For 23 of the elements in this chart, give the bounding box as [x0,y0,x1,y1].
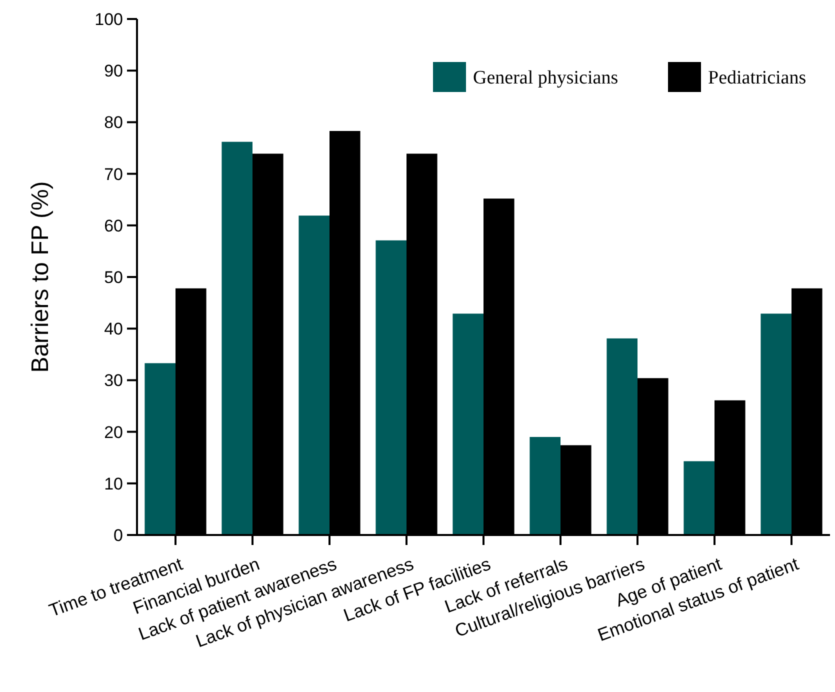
y-tick-label: 40 [104,320,123,339]
y-tick-label: 70 [104,164,123,184]
y-tick-label: 20 [104,422,123,442]
y-tick-label: 80 [104,113,123,132]
bar [376,240,406,535]
bar [144,363,176,535]
legend-label: General physicians [473,68,618,89]
y-tick-label: 100 [94,10,123,29]
y-tick-label: 30 [104,371,123,390]
bar [298,216,330,535]
bar [760,314,792,535]
bar [684,461,714,535]
y-tick-label: 0 [114,526,123,545]
y-tick-label: 90 [104,62,123,81]
bar [530,436,560,535]
y-tick-label: 60 [104,216,123,236]
bar [452,314,484,535]
legend-label: Pediatricians [708,68,806,89]
y-tick-label: 50 [104,268,123,287]
bar [222,142,252,535]
y-axis-title: Barriers to FP (%) [27,181,54,373]
y-tick-label: 10 [104,474,123,494]
bar [606,338,638,535]
